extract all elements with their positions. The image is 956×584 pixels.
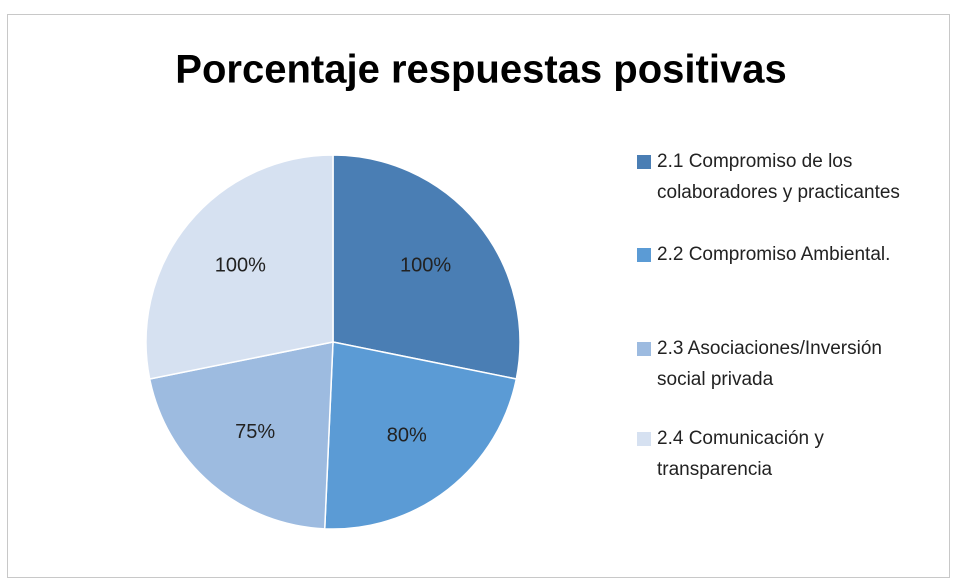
legend-label: 2.3 Asociaciones/Inversión social privad… <box>657 338 882 390</box>
legend-label: 2.1 Compromiso de los colaboradores y pr… <box>657 151 900 203</box>
legend-label: 2.4 Comunicación y transparencia <box>657 428 824 480</box>
pie-slice <box>323 341 518 530</box>
legend-entry: 2.2 Compromiso Ambiental. <box>637 239 927 270</box>
pie-slice <box>148 341 334 530</box>
data-label: 100% <box>215 254 266 276</box>
data-label: 75% <box>235 421 275 443</box>
legend-swatch <box>637 248 651 262</box>
chart-title: Porcentaje respuestas positivas <box>175 48 786 92</box>
legend-entry: 2.3 Asociaciones/Inversión social privad… <box>637 333 927 395</box>
data-label: 80% <box>387 425 427 447</box>
legend-entry: 2.1 Compromiso de los colaboradores y pr… <box>637 146 927 208</box>
legend-swatch <box>637 155 651 169</box>
legend-label: 2.2 Compromiso Ambiental. <box>657 244 891 265</box>
legend-swatch <box>637 342 651 356</box>
legend-entry: 2.4 Comunicación y transparencia <box>637 423 927 485</box>
pie-slice <box>332 154 521 380</box>
pie-slice <box>145 154 334 380</box>
legend-swatch <box>637 432 651 446</box>
data-label: 100% <box>400 254 451 276</box>
